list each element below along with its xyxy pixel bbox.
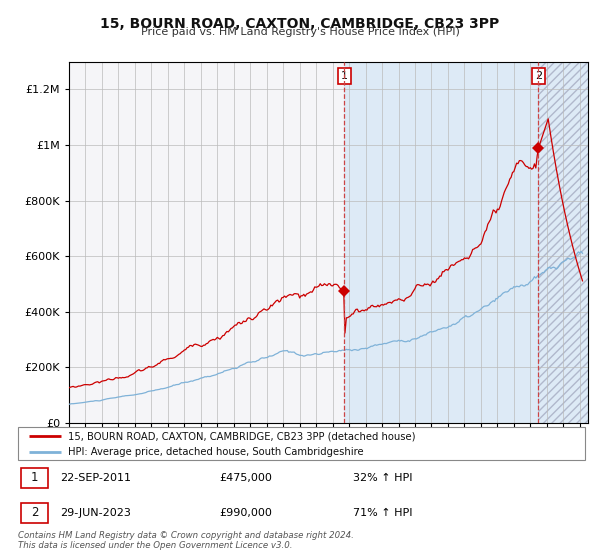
Text: 32% ↑ HPI: 32% ↑ HPI xyxy=(353,473,412,483)
Bar xyxy=(21,468,48,488)
Bar xyxy=(538,62,588,423)
Text: Contains HM Land Registry data © Crown copyright and database right 2024.
This d: Contains HM Land Registry data © Crown c… xyxy=(18,530,354,550)
Text: £990,000: £990,000 xyxy=(219,508,272,517)
Text: 1: 1 xyxy=(31,471,38,484)
Text: 1: 1 xyxy=(341,71,348,81)
Text: 71% ↑ HPI: 71% ↑ HPI xyxy=(353,508,412,517)
Text: Price paid vs. HM Land Registry's House Price Index (HPI): Price paid vs. HM Land Registry's House … xyxy=(140,27,460,37)
Text: 15, BOURN ROAD, CAXTON, CAMBRIDGE, CB23 3PP (detached house): 15, BOURN ROAD, CAXTON, CAMBRIDGE, CB23 … xyxy=(68,431,415,441)
Text: 29-JUN-2023: 29-JUN-2023 xyxy=(61,508,131,517)
Text: HPI: Average price, detached house, South Cambridgeshire: HPI: Average price, detached house, Sout… xyxy=(68,447,364,457)
Bar xyxy=(344,62,538,423)
Bar xyxy=(538,62,588,423)
Text: 15, BOURN ROAD, CAXTON, CAMBRIDGE, CB23 3PP: 15, BOURN ROAD, CAXTON, CAMBRIDGE, CB23 … xyxy=(100,17,500,31)
Text: 2: 2 xyxy=(31,506,38,519)
Bar xyxy=(21,503,48,522)
Text: £475,000: £475,000 xyxy=(219,473,272,483)
Text: 2: 2 xyxy=(535,71,542,81)
Text: 22-SEP-2011: 22-SEP-2011 xyxy=(61,473,131,483)
